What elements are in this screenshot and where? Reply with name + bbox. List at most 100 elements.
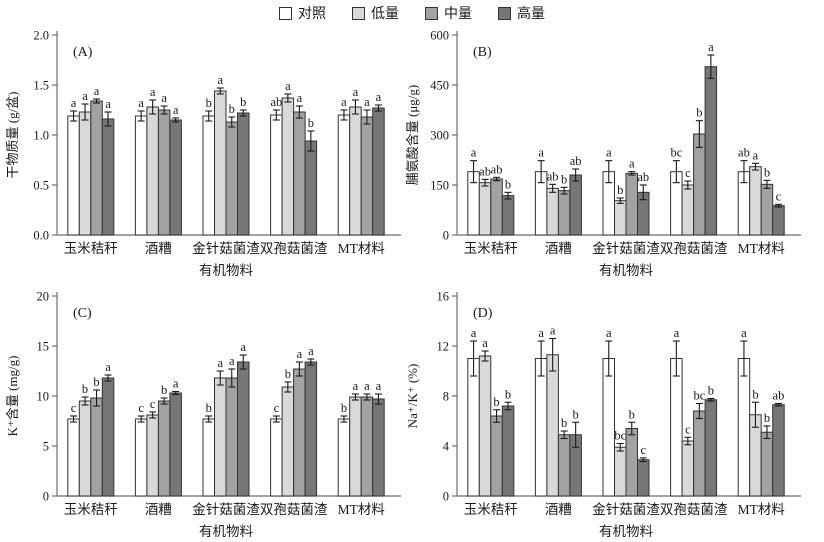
bar xyxy=(372,398,385,497)
significance-letter: b xyxy=(493,395,499,409)
bar xyxy=(281,97,295,236)
bar xyxy=(214,90,227,236)
significance-letter: a xyxy=(538,146,544,160)
bar xyxy=(169,119,182,236)
significance-letter: a xyxy=(364,379,370,393)
bar xyxy=(534,358,548,497)
category-label: MT材料 xyxy=(738,241,786,256)
significance-letter: a xyxy=(229,354,235,368)
y-axis-title: K⁺含量 (mg/g) xyxy=(5,356,20,437)
bar xyxy=(360,116,374,236)
bar xyxy=(270,114,283,236)
bar xyxy=(614,200,627,236)
significance-letter: a xyxy=(217,356,223,370)
significance-letter: b xyxy=(629,407,635,421)
significance-letter: b xyxy=(82,382,88,396)
significance-letter: a xyxy=(376,90,382,104)
bar xyxy=(90,397,103,497)
significance-letter: a xyxy=(741,326,747,340)
legend-label: 对照 xyxy=(298,7,326,22)
category-label: 酒糟 xyxy=(145,241,172,256)
bar xyxy=(225,377,238,497)
category-label: MT材料 xyxy=(738,502,786,517)
significance-letter: b xyxy=(764,165,770,179)
bar xyxy=(101,118,115,236)
significance-letter: a xyxy=(94,84,100,98)
y-tick-label: 4 xyxy=(443,440,450,454)
significance-letter: a xyxy=(629,157,635,171)
y-tick-label: 450 xyxy=(430,79,449,93)
category-label: 玉米秸秆 xyxy=(64,502,118,517)
bar xyxy=(78,111,92,236)
significance-letter: a xyxy=(161,91,167,105)
significance-letter: a xyxy=(82,89,88,103)
bar xyxy=(157,400,171,497)
bar xyxy=(681,184,695,236)
significance-letter: a xyxy=(364,95,370,109)
significance-letter: c xyxy=(640,443,646,457)
bar xyxy=(337,114,351,236)
category-label: 双孢菇菌渣 xyxy=(260,241,328,256)
significance-letter: a xyxy=(341,95,347,109)
category-label: 酒糟 xyxy=(545,502,572,517)
significance-letter: c xyxy=(685,422,691,436)
category-label: 双孢菇菌渣 xyxy=(260,502,328,517)
significance-letter: b xyxy=(505,387,511,401)
significance-letter: ab xyxy=(547,169,559,183)
bar xyxy=(614,446,627,497)
bar xyxy=(478,355,492,497)
y-tick-label: 0 xyxy=(443,490,449,504)
category-label: 金针菇菌渣 xyxy=(192,502,260,517)
significance-letter: a xyxy=(550,324,556,338)
significance-letter: b xyxy=(229,102,235,116)
significance-letter: b xyxy=(93,375,99,389)
bar xyxy=(704,66,718,236)
bar xyxy=(202,115,215,236)
significance-letter: a xyxy=(71,96,77,110)
bar xyxy=(349,106,362,236)
significance-letter: b xyxy=(308,116,314,130)
significance-letter: b xyxy=(206,96,212,110)
bar xyxy=(90,100,103,236)
significance-letter: c xyxy=(776,189,782,203)
legend-swatch-icon xyxy=(352,6,365,20)
significance-letter: a xyxy=(285,79,291,93)
legend-item-3: 中量 xyxy=(425,3,472,23)
category-label: 金针菇菌渣 xyxy=(192,241,260,256)
bar xyxy=(625,172,638,236)
x-axis-title: 有机物料 xyxy=(599,524,653,539)
bar xyxy=(546,354,559,497)
x-axis-title: 有机物料 xyxy=(599,263,653,278)
significance-letter: c xyxy=(138,401,144,415)
bar xyxy=(293,111,306,236)
significance-letter: a xyxy=(753,148,759,162)
bar xyxy=(569,174,582,236)
significance-letter: a xyxy=(353,379,359,393)
chart-legend: 对照 低量 中量 高量 xyxy=(0,3,824,23)
bar xyxy=(349,396,362,497)
legend-swatch-icon xyxy=(425,6,438,20)
y-axis-title: Na⁺/K⁺ (%) xyxy=(405,364,420,429)
bar xyxy=(304,140,318,236)
significance-letter: c xyxy=(274,401,280,415)
category-label: 玉米秸秆 xyxy=(464,502,518,517)
significance-letter: bc xyxy=(614,429,626,443)
category-label: 金针菇菌渣 xyxy=(592,241,660,256)
bar xyxy=(772,205,785,236)
significance-letter: a xyxy=(353,85,359,99)
significance-letter: b xyxy=(752,387,758,401)
bar xyxy=(637,459,650,497)
bar xyxy=(467,358,480,497)
bar xyxy=(202,418,215,497)
bar xyxy=(214,377,227,497)
x-axis-title: 有机物料 xyxy=(199,524,253,539)
significance-letter: a xyxy=(105,360,111,374)
y-tick-label: 0.0 xyxy=(33,229,49,243)
significance-letter: ab xyxy=(773,389,785,403)
bar xyxy=(625,428,638,497)
y-tick-label: 1.5 xyxy=(33,79,49,93)
bar xyxy=(557,434,571,497)
bar xyxy=(693,410,706,497)
significance-letter: bc xyxy=(693,389,705,403)
significance-letter: ab xyxy=(570,154,582,168)
